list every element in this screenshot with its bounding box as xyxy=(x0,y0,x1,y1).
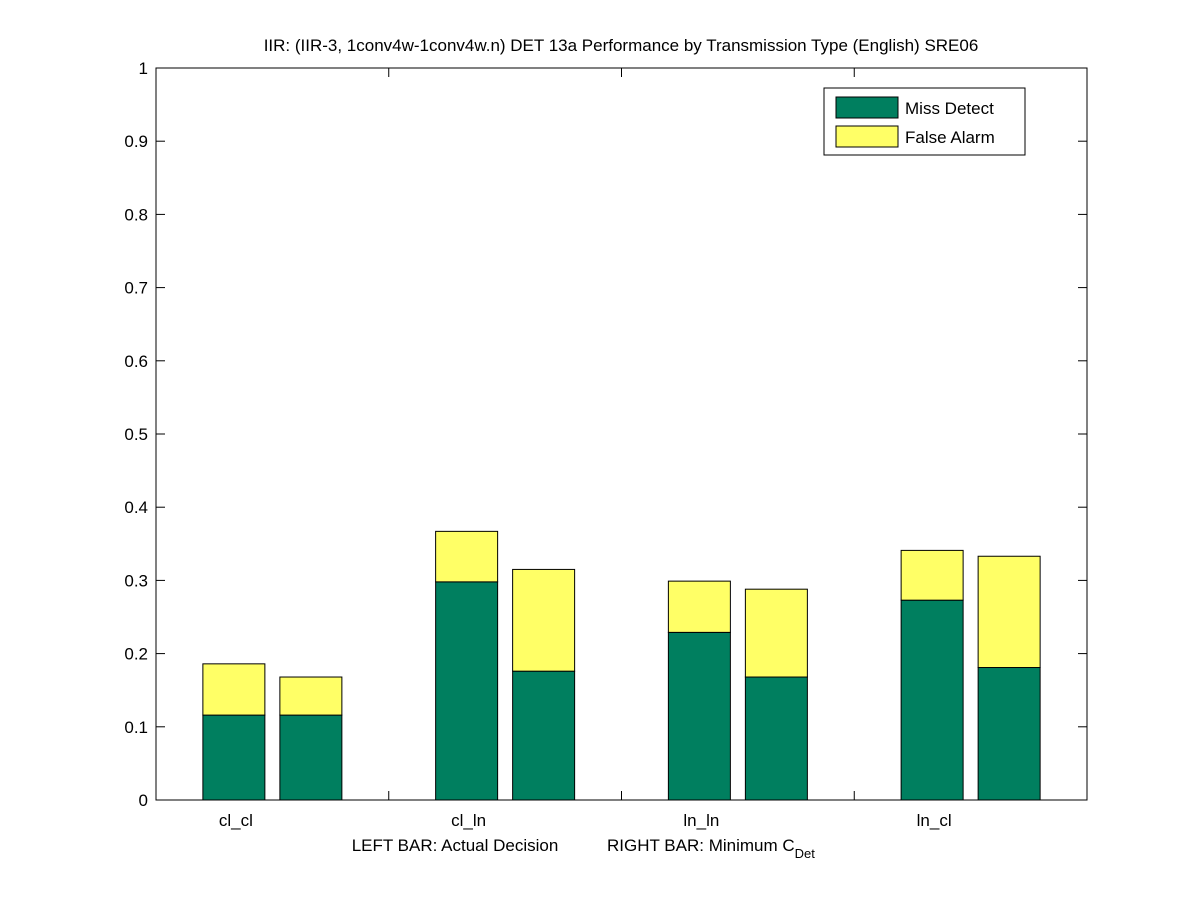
bar-cl-cl-minimum-miss-detect xyxy=(279,714,343,801)
bar-cl-cl-actual-false-alarm xyxy=(202,663,266,716)
y-tick-label: 0 xyxy=(139,791,148,810)
y-tick-label: 0.7 xyxy=(124,279,148,298)
x-tick-label-ln-cl: ln_cl xyxy=(917,811,952,830)
bar-cl-ln-minimum-miss-detect xyxy=(512,670,576,801)
ticks-group: 0 0.1 0.2 0.3 0.4 0.5 0.6 0.7 0.8 0.9 1 xyxy=(124,59,1087,810)
bar-cl-ln-actual-miss-detect xyxy=(435,581,499,801)
x-axis-label-left: LEFT BAR: Actual Decision xyxy=(352,836,559,855)
bar-cl-cl-actual-miss-detect xyxy=(202,714,266,801)
y-tick-label: 0.9 xyxy=(124,132,148,151)
legend-swatch-false-alarm xyxy=(835,125,899,148)
legend-label-false-alarm: False Alarm xyxy=(905,128,995,147)
legend-label-miss-detect: Miss Detect xyxy=(905,99,994,118)
chart-title: IIR: (IIR-3, 1conv4w-1conv4w.n) DET 13a … xyxy=(264,36,979,55)
bar-cl-cl-minimum-false-alarm xyxy=(279,676,343,716)
legend: Miss Detect False Alarm xyxy=(823,87,1026,156)
x-axis-label-right-main: RIGHT BAR: Minimum C xyxy=(607,836,795,855)
y-tick-label: 0.3 xyxy=(124,571,148,590)
x-axis-label-right-subscript: Det xyxy=(795,846,816,861)
y-tick-label: 0.5 xyxy=(124,425,148,444)
bar-ln-ln-actual-miss-detect xyxy=(667,631,731,801)
bar-cl-ln-minimum-false-alarm xyxy=(512,568,576,672)
bar-ln-cl-actual-false-alarm xyxy=(900,549,964,601)
y-tick-label: 0.6 xyxy=(124,352,148,371)
bar-ln-cl-actual-miss-detect xyxy=(900,599,964,801)
bar-cl-ln-actual-false-alarm xyxy=(435,530,499,583)
bar-ln-ln-minimum-miss-detect xyxy=(744,676,808,801)
bar-ln-ln-minimum-false-alarm xyxy=(744,588,808,678)
x-tick-label-cl-cl: cl_cl xyxy=(219,811,253,830)
bar-ln-cl-minimum-false-alarm xyxy=(977,555,1041,669)
category-labels: cl_cl cl_ln ln_ln ln_cl xyxy=(219,811,952,830)
bar-ln-ln-actual-false-alarm xyxy=(667,580,731,633)
y-tick-label: 0.2 xyxy=(124,645,148,664)
x-tick-label-cl-ln: cl_ln xyxy=(451,811,486,830)
legend-swatch-miss-detect xyxy=(835,96,899,119)
bar-ln-cl-minimum-miss-detect xyxy=(977,667,1041,801)
x-tick-label-ln-ln: ln_ln xyxy=(683,811,719,830)
y-tick-label: 0.4 xyxy=(124,498,148,517)
y-tick-label: 0.1 xyxy=(124,718,148,737)
plot-area-frame xyxy=(155,67,1088,801)
y-tick-label: 0.8 xyxy=(124,205,148,224)
y-tick-label: 1 xyxy=(139,59,148,78)
x-axis-label-right: RIGHT BAR: Minimum CDet xyxy=(607,836,815,861)
bars-group xyxy=(202,530,1041,801)
